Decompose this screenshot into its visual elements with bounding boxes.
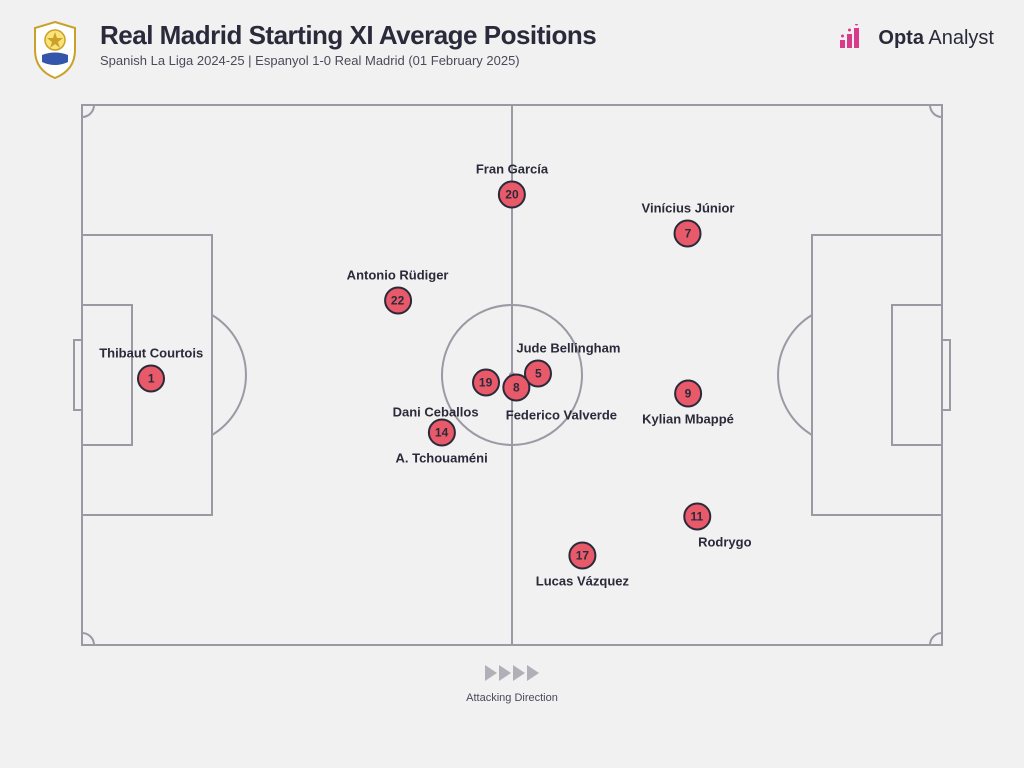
player-marker: 9 Kylian Mbappé	[642, 380, 734, 427]
player-label: Kylian Mbappé	[642, 412, 734, 427]
arrow-icon	[499, 665, 511, 681]
player-label: Lucas Vázquez	[536, 574, 629, 589]
direction-arrows-icon	[485, 665, 539, 681]
player-dot: 17	[568, 542, 596, 570]
chart-container: Real Madrid Starting XI Average Position…	[0, 0, 1024, 768]
player-marker: Antonio Rüdiger 22	[347, 268, 449, 315]
arrow-icon	[527, 665, 539, 681]
title-block: Real Madrid Starting XI Average Position…	[100, 20, 820, 68]
player-marker: Vinícius Júnior 7	[642, 200, 735, 247]
arrow-icon	[513, 665, 525, 681]
player-label: Antonio Rüdiger	[347, 268, 449, 283]
team-crest-icon	[30, 20, 80, 80]
footer: Attacking Direction	[30, 665, 994, 704]
player-marker: 8Federico Valverde	[461, 374, 572, 421]
player-dot: 11	[683, 503, 711, 531]
player-dot: 8	[502, 374, 530, 402]
header: Real Madrid Starting XI Average Position…	[30, 20, 994, 80]
brand-text: Opta Analyst	[878, 27, 994, 50]
player-label: Thibaut Courtois	[99, 346, 203, 361]
pitch: Thibaut Courtois 1 Fran García 20 Antonio Rü…	[72, 95, 952, 655]
chart-title: Real Madrid Starting XI Average Position…	[100, 20, 820, 51]
brand-logo: Opta Analyst	[840, 24, 994, 53]
player-label: Federico Valverde	[506, 408, 617, 423]
player-dot: 9	[674, 380, 702, 408]
player-dot: 20	[498, 180, 526, 208]
player-marker: 11Rodrygo	[670, 503, 723, 550]
arrow-icon	[485, 665, 497, 681]
player-dot: 14	[428, 419, 456, 447]
player-label: Vinícius Júnior	[642, 200, 735, 215]
player-marker: 14 A. Tchouaméni	[395, 419, 487, 466]
player-label: Fran García	[476, 161, 548, 176]
players-layer: Thibaut Courtois 1 Fran García 20 Antonio Rü…	[72, 95, 952, 655]
player-dot: 22	[384, 287, 412, 315]
player-label: Jude Bellingham	[516, 340, 620, 355]
player-label: Rodrygo	[698, 535, 751, 550]
brand-icon	[840, 24, 870, 53]
player-marker: 17 Lucas Vázquez	[536, 542, 629, 589]
footer-label: Attacking Direction	[30, 692, 994, 704]
player-label: A. Tchouaméni	[395, 451, 487, 466]
player-dot: 7	[674, 219, 702, 247]
player-marker: Fran García 20	[476, 161, 548, 208]
chart-subtitle: Spanish La Liga 2024-25 | Espanyol 1-0 R…	[100, 53, 820, 68]
player-dot: 1	[137, 365, 165, 393]
player-marker: Thibaut Courtois 1	[99, 346, 203, 393]
